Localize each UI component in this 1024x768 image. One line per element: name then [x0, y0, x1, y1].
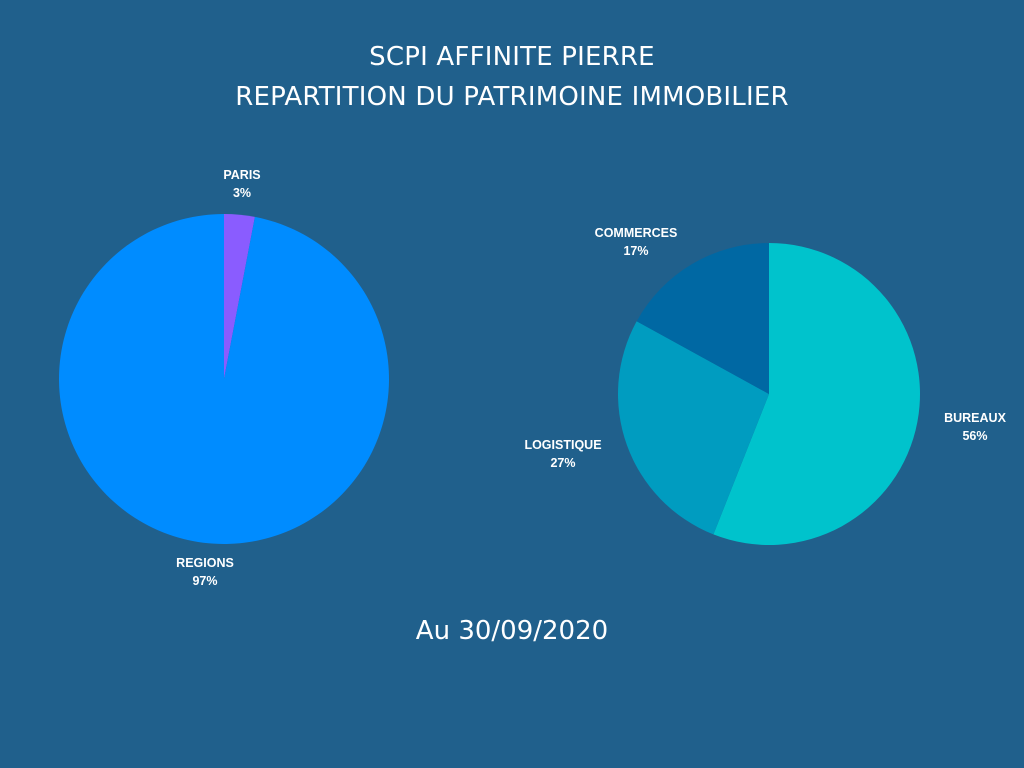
pie-chart-location: PARIS 3% REGIONS 97%: [58, 168, 389, 588]
slice-value-paris: 3%: [233, 186, 251, 200]
slice-label-regions: REGIONS: [176, 556, 234, 570]
pie-slice-regions: [58, 214, 389, 544]
pie-chart-asset-type: BUREAUX 56% LOGISTIQUE 27% COMMERCES 17%: [524, 226, 1007, 545]
pie-slice-logistique: [617, 321, 769, 535]
slice-value-regions: 97%: [192, 574, 217, 588]
pie-slice-paris: [224, 214, 255, 379]
slice-value-logistique: 27%: [550, 456, 575, 470]
slice-label-logistique: LOGISTIQUE: [524, 438, 601, 452]
chart-title-line-1: SCPI AFFINITE PIERRE: [369, 42, 655, 72]
slice-value-commerces: 17%: [623, 244, 648, 258]
pie-slice-bureaux: [713, 243, 921, 545]
slice-label-paris: PARIS: [223, 168, 260, 182]
pie-slice-commerces: [636, 243, 769, 394]
slice-label-bureaux: BUREAUX: [944, 411, 1006, 425]
as-of-date: Au 30/09/2020: [415, 616, 609, 646]
chart-title-line-2: REPARTITION DU PATRIMOINE IMMOBILIER: [235, 82, 789, 112]
slice-value-bureaux: 56%: [962, 429, 987, 443]
slice-label-commerces: COMMERCES: [595, 226, 678, 240]
